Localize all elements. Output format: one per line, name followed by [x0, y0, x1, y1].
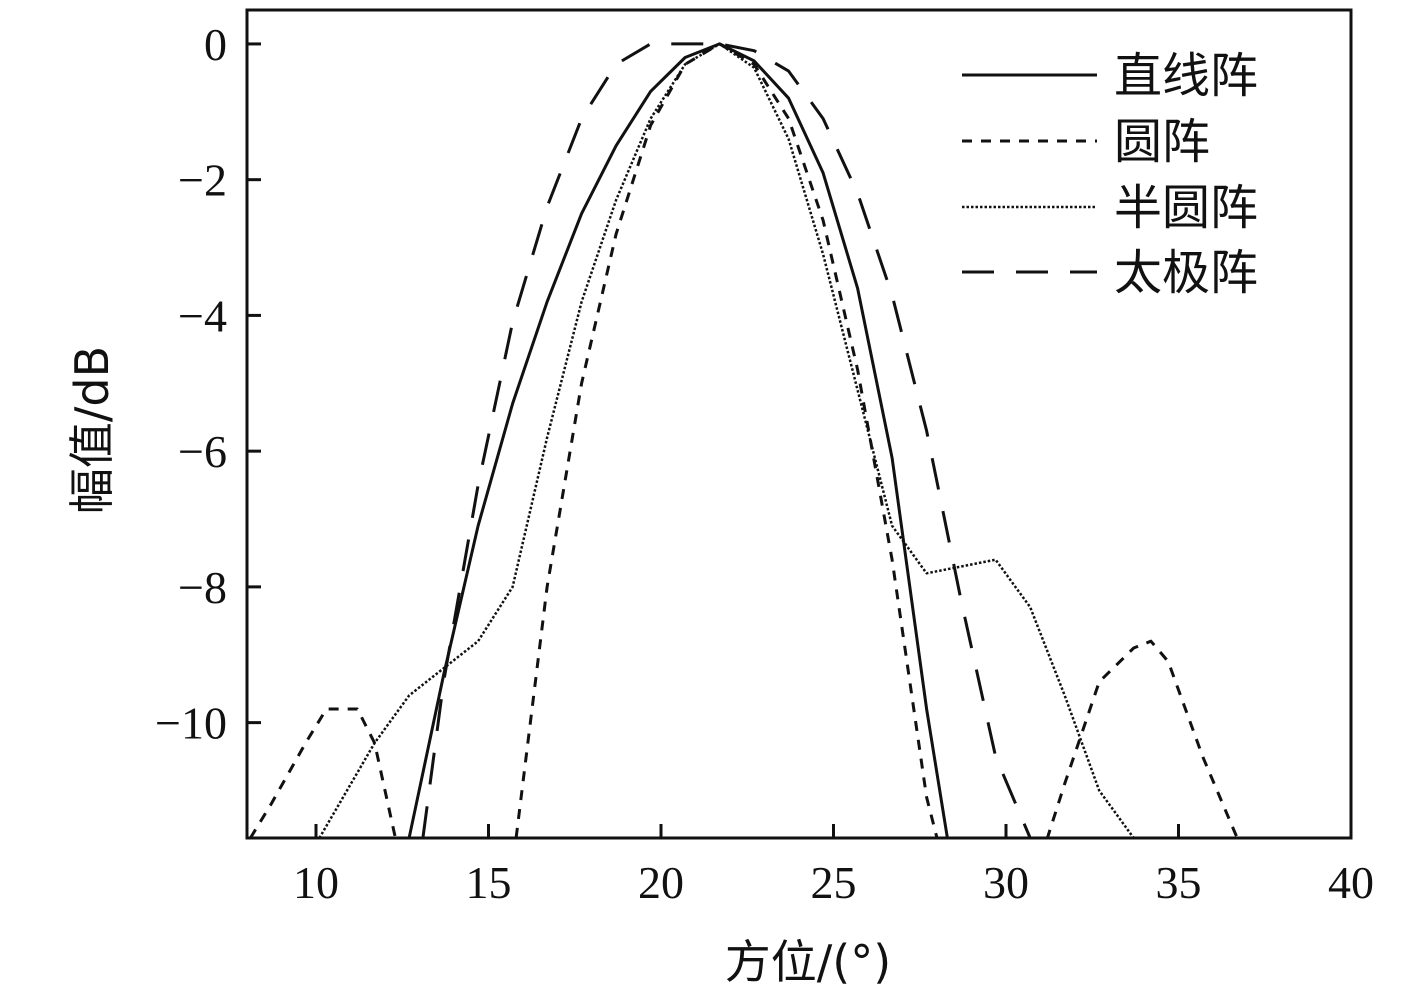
y-tick-label: −2 — [178, 155, 227, 206]
x-tick-label: 35 — [1156, 857, 1202, 908]
legend-label-2: 圆阵 — [1114, 114, 1210, 170]
legend-label-1: 直线阵 — [1114, 48, 1258, 104]
series-line-4 — [421, 42, 1072, 840]
legend-label-3: 半圆阵 — [1114, 180, 1258, 236]
x-tick-label: 40 — [1328, 857, 1374, 908]
y-axis-title: 幅值/dB — [65, 346, 119, 514]
y-tick-label: −4 — [178, 290, 227, 341]
x-axis-title: 方位/(°) — [725, 935, 891, 989]
legend-label-4: 太极阵 — [1114, 245, 1258, 301]
y-axis: 0 −2 −4 −6 −8 −10 — [155, 19, 261, 749]
x-tick-label: 20 — [638, 857, 684, 908]
x-tick-label: 25 — [811, 857, 857, 908]
y-tick-label: −6 — [178, 426, 227, 477]
x-tick-label: 15 — [466, 857, 512, 908]
series-line-3 — [318, 42, 1135, 839]
series-line-2 — [249, 42, 1239, 840]
plot-frame — [245, 8, 1353, 840]
x-axis: 10 15 20 25 30 35 40 — [293, 824, 1374, 908]
y-tick-label: −10 — [155, 698, 227, 749]
y-tick-label: −8 — [178, 562, 227, 613]
series-line-1 — [407, 42, 949, 839]
x-tick-label: 30 — [983, 857, 1029, 908]
x-tick-label: 10 — [293, 857, 339, 908]
y-tick-label: 0 — [204, 19, 227, 70]
series-layer — [249, 42, 1239, 840]
